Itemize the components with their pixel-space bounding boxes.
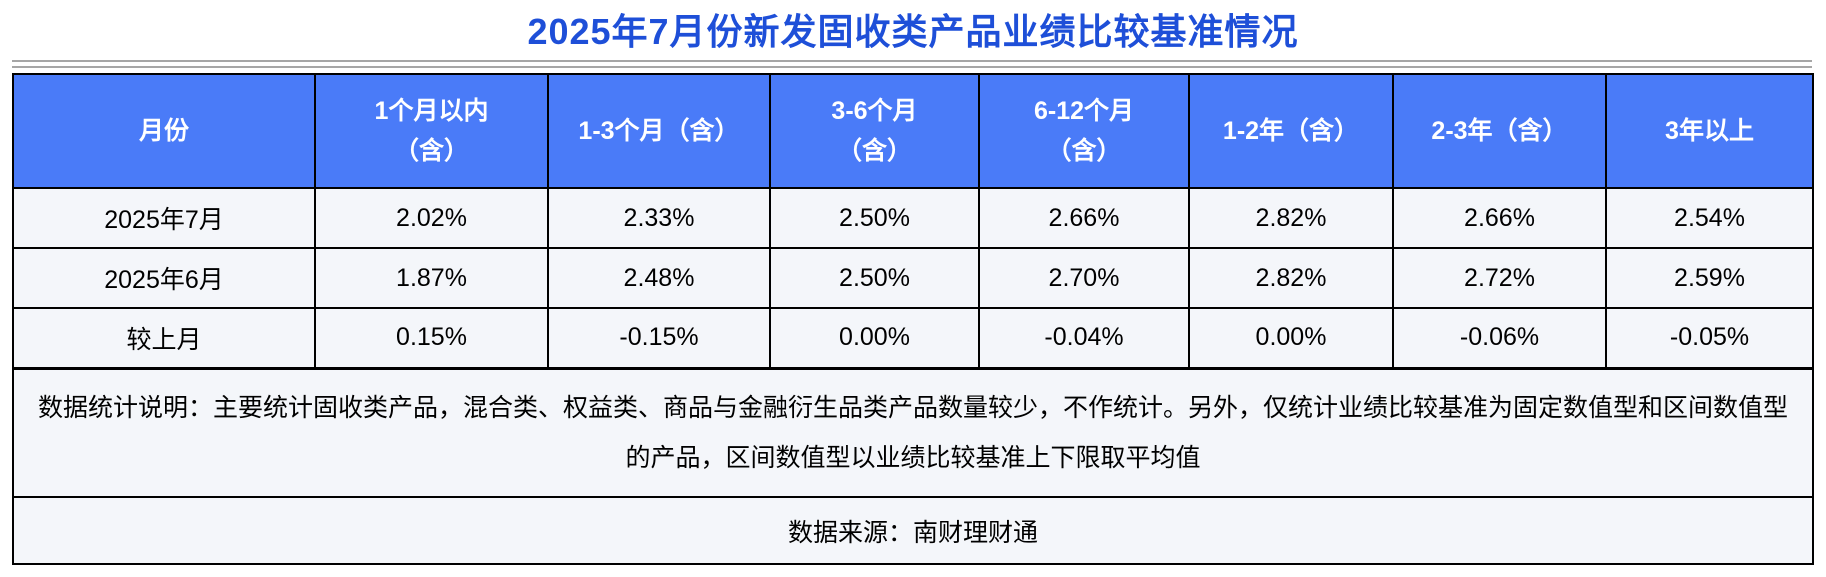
data-source: 数据来源：南财理财通 bbox=[12, 496, 1814, 565]
source-row: 数据来源：南财理财通 bbox=[12, 496, 1814, 565]
benchmark-table: 月份 1个月以内 （含） 1-3个月（含） 3-6个月 （含） 6-12个月 （… bbox=[12, 73, 1814, 565]
table-row-2025-07: 2025年7月 2.02% 2.33% 2.50% 2.66% 2.82% 2.… bbox=[12, 187, 1814, 249]
value-cell: -0.06% bbox=[1392, 307, 1607, 370]
value-cell: 2.70% bbox=[978, 247, 1190, 309]
header-cell-6-12m: 6-12个月 （含） bbox=[978, 73, 1190, 189]
header-cell-1-3m: 1-3个月（含） bbox=[547, 73, 771, 189]
header-cell-month: 月份 bbox=[12, 73, 316, 189]
double-rule-divider bbox=[12, 60, 1812, 68]
month-cell: 较上月 bbox=[12, 307, 316, 370]
note-row: 数据统计说明：主要统计固收类产品，混合类、权益类、商品与金融衍生品类产品数量较少… bbox=[12, 367, 1814, 498]
value-cell: 2.66% bbox=[978, 187, 1190, 249]
header-cell-1-2y: 1-2年（含） bbox=[1188, 73, 1394, 189]
value-cell: 2.66% bbox=[1392, 187, 1607, 249]
value-cell: 2.33% bbox=[547, 187, 771, 249]
value-cell: 2.50% bbox=[769, 187, 980, 249]
value-cell: 2.54% bbox=[1605, 187, 1814, 249]
value-cell: 0.15% bbox=[314, 307, 549, 370]
value-cell: 2.59% bbox=[1605, 247, 1814, 309]
value-cell: 2.48% bbox=[547, 247, 771, 309]
header-row: 月份 1个月以内 （含） 1-3个月（含） 3-6个月 （含） 6-12个月 （… bbox=[12, 73, 1814, 189]
page-title: 2025年7月份新发固收类产品业绩比较基准情况 bbox=[527, 11, 1299, 52]
header-cell-2-3y: 2-3年（含） bbox=[1392, 73, 1607, 189]
header-cell-over-3y: 3年以上 bbox=[1605, 73, 1814, 189]
value-cell: -0.05% bbox=[1605, 307, 1814, 370]
header-cell-within-1m: 1个月以内 （含） bbox=[314, 73, 549, 189]
value-cell: 2.82% bbox=[1188, 247, 1394, 309]
value-cell: 0.00% bbox=[1188, 307, 1394, 370]
month-cell: 2025年7月 bbox=[12, 187, 316, 249]
statistics-note: 数据统计说明：主要统计固收类产品，混合类、权益类、商品与金融衍生品类产品数量较少… bbox=[12, 367, 1814, 498]
value-cell: 2.72% bbox=[1392, 247, 1607, 309]
table-row-mom-change: 较上月 0.15% -0.15% 0.00% -0.04% 0.00% -0.0… bbox=[12, 307, 1814, 370]
value-cell: 2.50% bbox=[769, 247, 980, 309]
value-cell: 0.00% bbox=[769, 307, 980, 370]
value-cell: -0.15% bbox=[547, 307, 771, 370]
table-row-2025-06: 2025年6月 1.87% 2.48% 2.50% 2.70% 2.82% 2.… bbox=[12, 247, 1814, 309]
value-cell: 2.02% bbox=[314, 187, 549, 249]
value-cell: 1.87% bbox=[314, 247, 549, 309]
value-cell: 2.82% bbox=[1188, 187, 1394, 249]
value-cell: -0.04% bbox=[978, 307, 1190, 370]
header-cell-3-6m: 3-6个月 （含） bbox=[769, 73, 980, 189]
month-cell: 2025年6月 bbox=[12, 247, 316, 309]
